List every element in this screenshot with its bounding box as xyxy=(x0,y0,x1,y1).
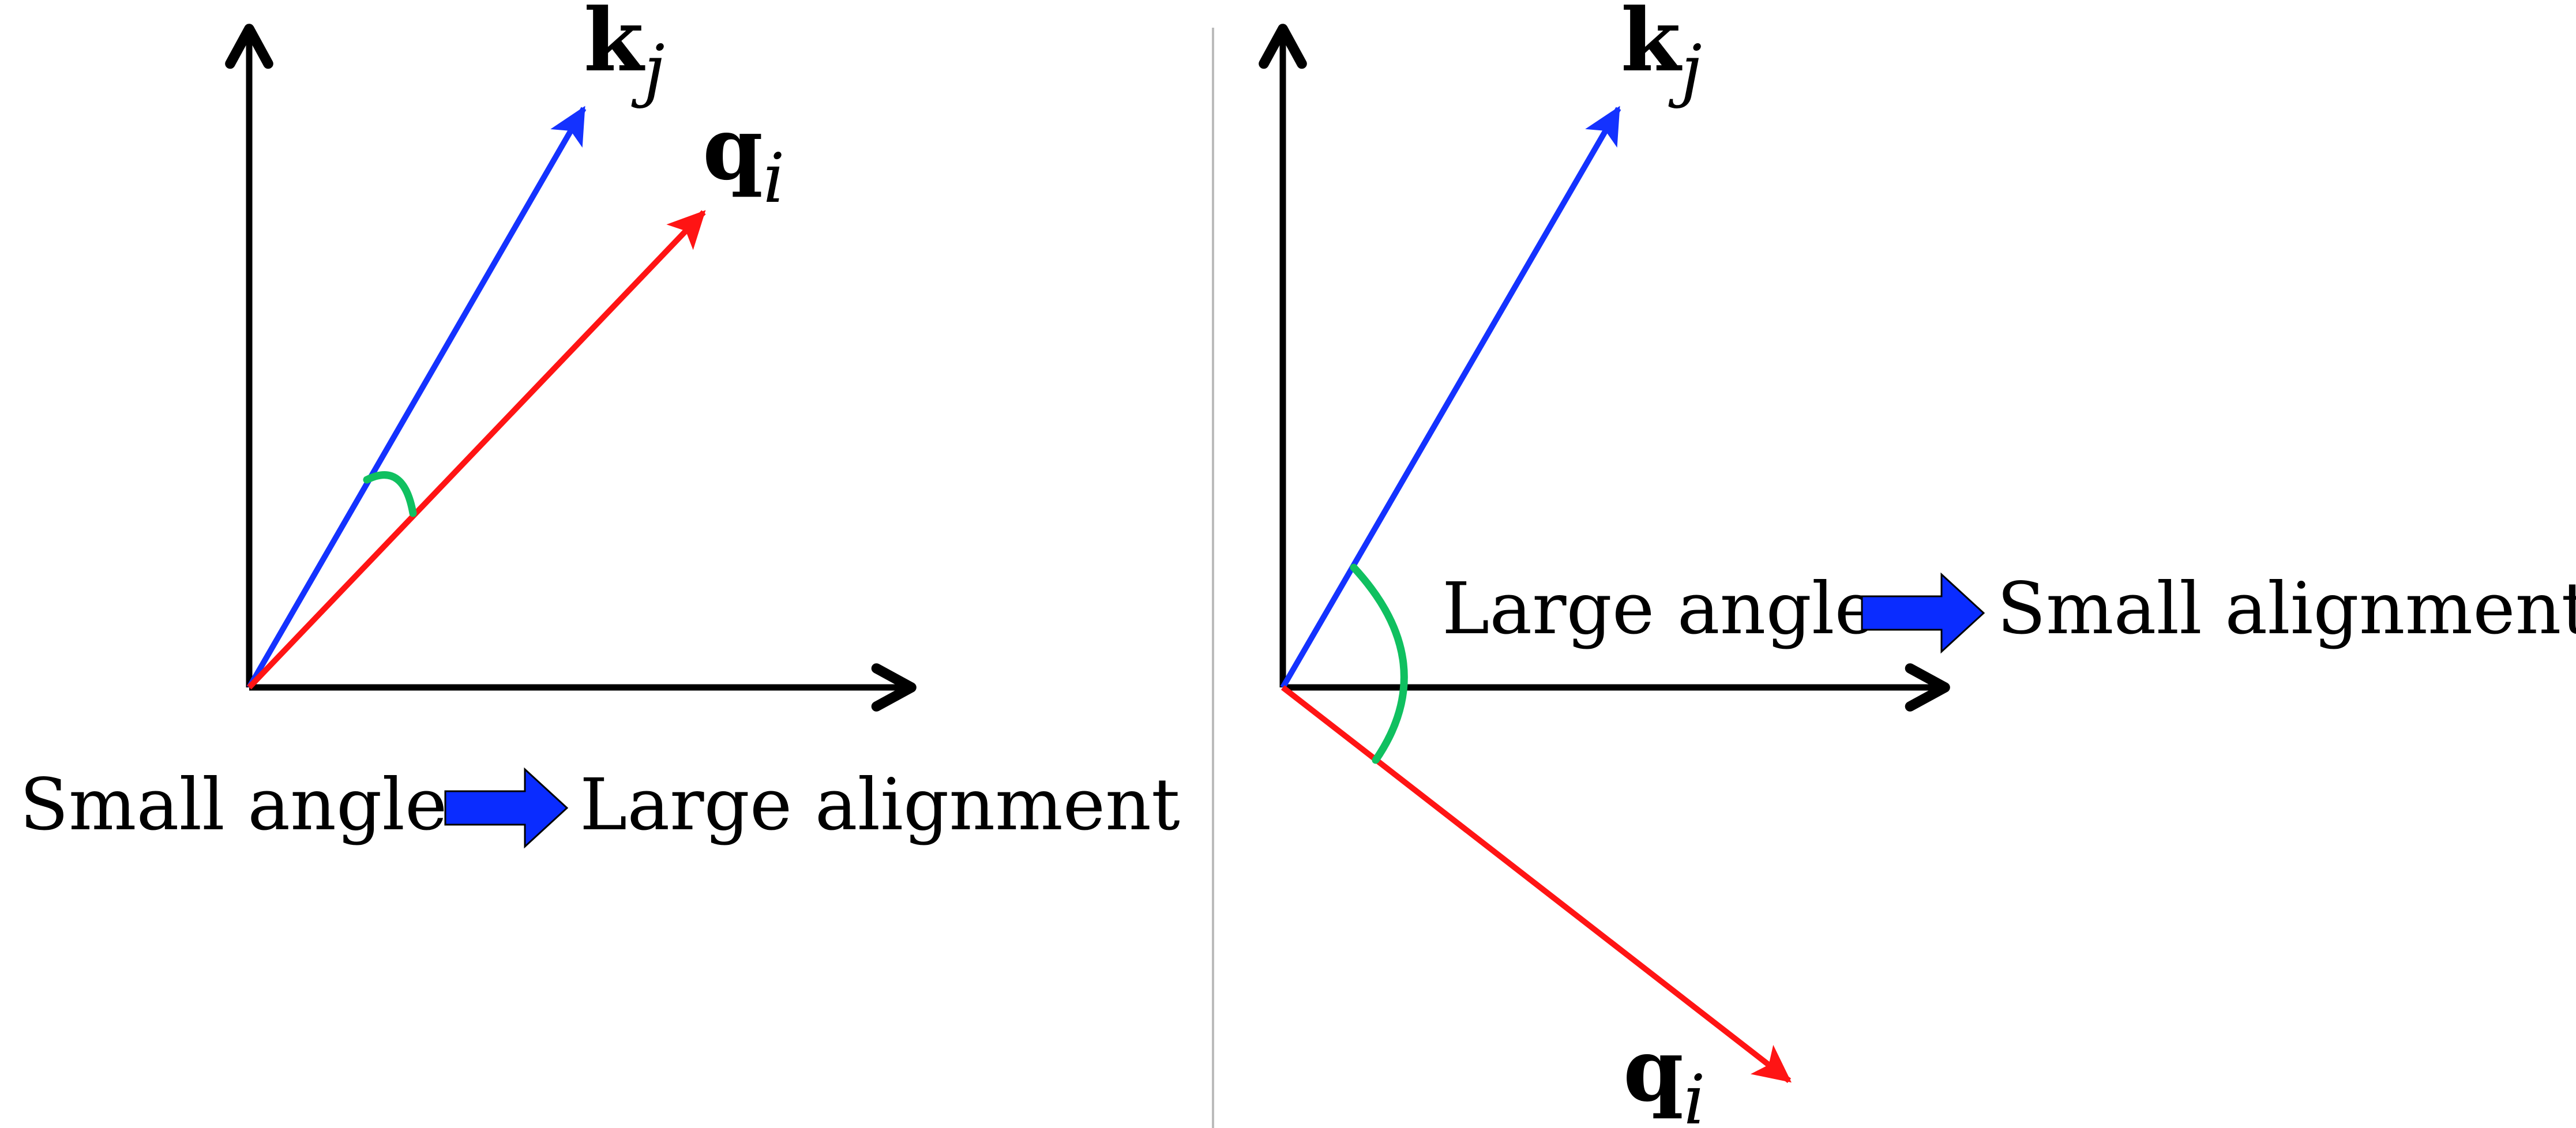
right-implies-arrow-icon xyxy=(1861,572,1985,654)
left-implies-arrow-icon xyxy=(444,767,569,849)
right-caption-angle: Large angle xyxy=(1442,567,1877,651)
left-caption-angle: Small angle xyxy=(20,764,447,847)
right-panel: kj qi Large angle Small alignment xyxy=(1259,0,2576,1128)
right-angle-arc xyxy=(1350,563,1408,764)
left-angle-arc xyxy=(363,471,417,517)
left-caption-result: Large alignment xyxy=(580,764,1180,847)
left-key-label: kj xyxy=(584,0,665,110)
left-query-label: qi xyxy=(703,98,785,218)
left-query-vector xyxy=(247,210,706,690)
right-query-label: qi xyxy=(1623,1020,1706,1128)
left-key-vector xyxy=(246,106,587,689)
left-panel: kj qi Small angle Large alignment xyxy=(20,0,1180,849)
left-query-symbol: q xyxy=(703,98,763,200)
right-query-vector xyxy=(1281,685,1792,1083)
right-query-symbol: q xyxy=(1623,1020,1684,1121)
right-key-vector xyxy=(1280,106,1621,689)
right-key-symbol: k xyxy=(1621,0,1683,91)
left-key-symbol: k xyxy=(584,0,645,91)
right-key-label: kj xyxy=(1621,0,1702,110)
right-caption-result: Small alignment xyxy=(1997,567,2576,651)
left-query-subscript: i xyxy=(763,138,785,218)
right-query-subscript: i xyxy=(1684,1060,1706,1128)
